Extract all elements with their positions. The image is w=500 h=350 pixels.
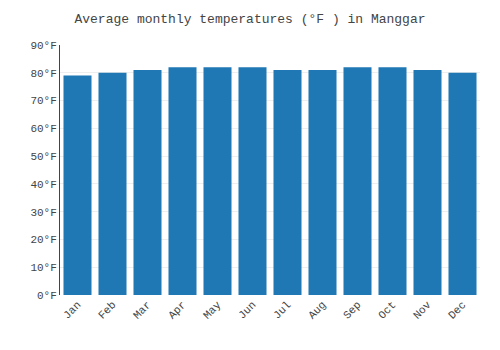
svg-text:Apr: Apr (166, 299, 188, 321)
svg-text:70°F: 70°F (30, 95, 56, 107)
svg-text:30°F: 30°F (30, 207, 56, 219)
svg-text:Oct: Oct (376, 299, 398, 321)
svg-text:50°F: 50°F (30, 151, 56, 163)
svg-text:80°F: 80°F (30, 68, 56, 80)
svg-text:Average monthly temperatures (: Average monthly temperatures (°F ) in Ma… (74, 12, 425, 27)
svg-text:Feb: Feb (96, 299, 118, 321)
svg-text:10°F: 10°F (30, 262, 56, 274)
svg-text:Mar: Mar (131, 299, 153, 321)
svg-text:Jul: Jul (271, 299, 293, 321)
svg-text:90°F: 90°F (30, 40, 56, 52)
svg-text:Nov: Nov (411, 299, 434, 322)
svg-text:Aug: Aug (306, 299, 328, 321)
svg-text:May: May (201, 299, 224, 322)
svg-text:20°F: 20°F (30, 234, 56, 246)
svg-text:Dec: Dec (446, 299, 468, 321)
svg-text:0°F: 0°F (37, 290, 57, 302)
svg-text:Sep: Sep (341, 299, 363, 321)
svg-text:60°F: 60°F (30, 123, 56, 135)
svg-text:40°F: 40°F (30, 179, 56, 191)
svg-text:Jan: Jan (61, 299, 83, 321)
svg-text:Jun: Jun (236, 299, 258, 321)
